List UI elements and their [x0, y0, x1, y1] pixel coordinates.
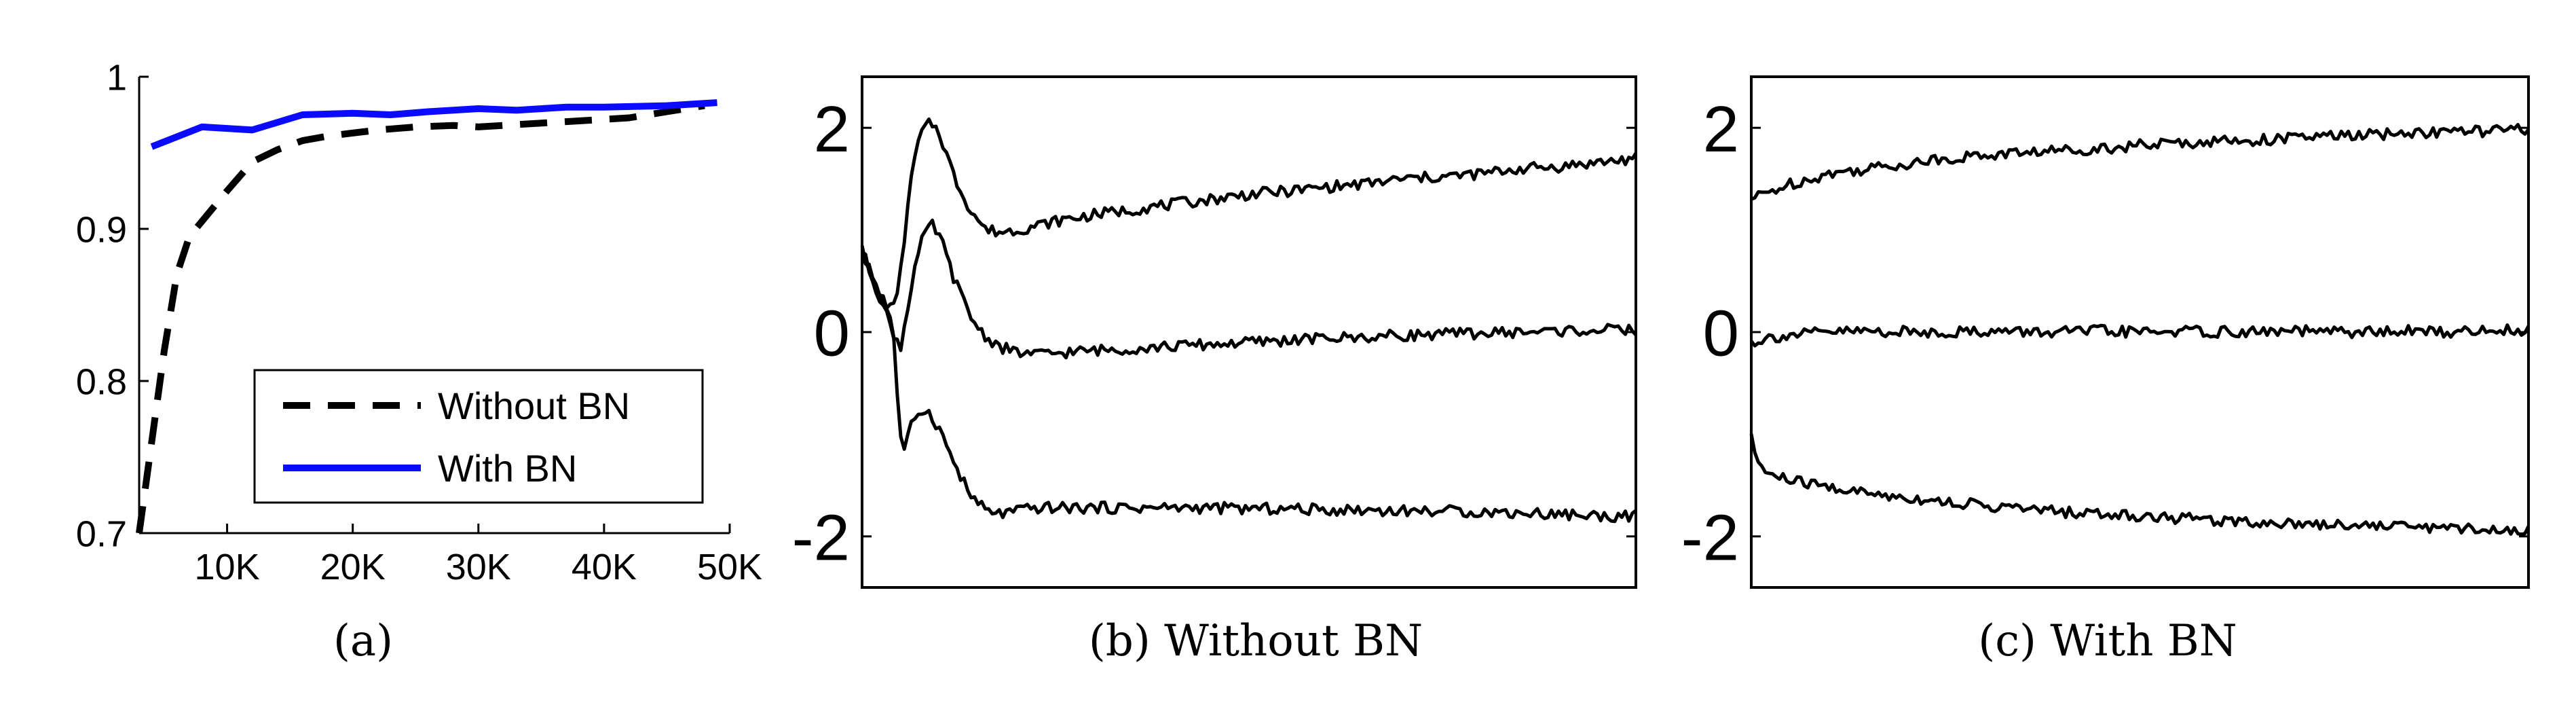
x-tick-label: 40K	[572, 547, 637, 587]
y-tick-label: 0	[814, 297, 850, 370]
x-tick-label: 20K	[320, 547, 386, 587]
legend-label: Without BN	[438, 384, 630, 427]
panel-c-with-bn-chart: -2 0 2 (c) With BN	[1681, 75, 2531, 666]
series-3-line	[860, 245, 1637, 524]
series-2-line	[1749, 323, 2531, 348]
legend-label: With BN	[438, 447, 577, 490]
x-tick-label: 50K	[697, 547, 762, 587]
panel-b-axes: -2 0 2	[792, 75, 1637, 589]
y-tick-label: 0	[1703, 297, 1739, 370]
x-tick-label: 30K	[446, 547, 511, 587]
series-1-line	[1750, 123, 2530, 201]
panel-c-plot-area	[1749, 123, 2531, 537]
panel-a-axes: 0.7 0.8 0.9 1 10K 20K 30K 40K 50K	[76, 57, 762, 587]
with-bn-line	[150, 99, 717, 150]
y-tick-label: 2	[814, 93, 850, 166]
without-bn-line	[136, 102, 705, 534]
y-tick-label: -2	[1681, 501, 1739, 574]
y-tick-label: 0.9	[76, 209, 127, 250]
x-tick-label: 10K	[195, 547, 260, 587]
y-tick-label: 1	[107, 57, 127, 98]
series-2-line	[861, 218, 1637, 360]
panel-b-caption: (b) Without BN	[1089, 616, 1423, 666]
series-1-line	[860, 117, 1638, 310]
panel-c-caption: (c) With BN	[1978, 616, 2237, 666]
series-3-line	[1749, 433, 2531, 537]
y-tick-label: 2	[1703, 93, 1739, 166]
panel-a-caption: (a)	[333, 616, 393, 666]
panel-a-legend: Without BN With BN	[253, 369, 704, 504]
y-tick-label: 0.7	[76, 513, 127, 554]
y-tick-label: 0.8	[76, 361, 127, 402]
panel-a-plot-area	[136, 99, 717, 534]
panel-b-plot-area	[860, 117, 1638, 524]
y-tick-label: -2	[792, 501, 850, 574]
panel-c-axes: -2 0 2	[1681, 75, 2530, 589]
legend-box	[253, 369, 704, 504]
panel-b-without-bn-chart: -2 0 2 (b) Without BN	[792, 75, 1638, 666]
